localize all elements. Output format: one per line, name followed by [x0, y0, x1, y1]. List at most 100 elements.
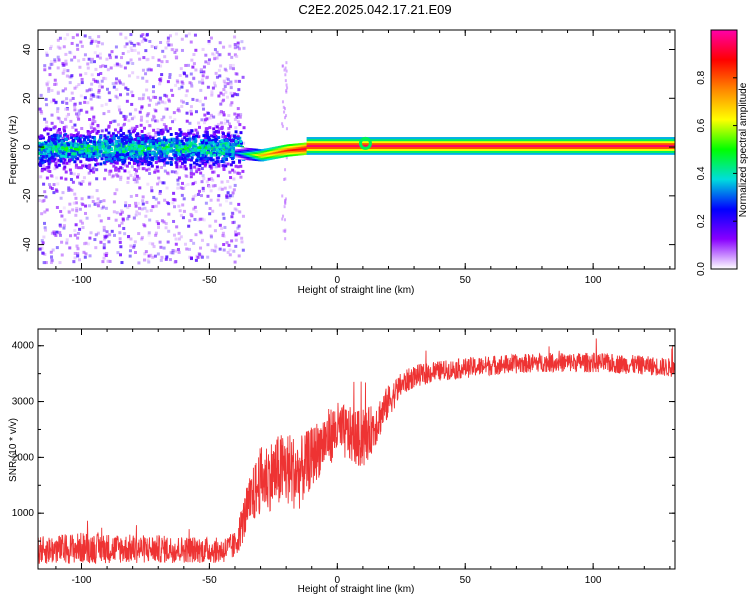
- spectrogram-cell: [151, 136, 155, 140]
- spectrogram-cell: [160, 150, 164, 154]
- spectrogram-cell: [100, 157, 104, 161]
- spectrogram-cell: [96, 95, 100, 99]
- spectrogram-cell: [117, 136, 121, 140]
- spectrogram-cell: [170, 147, 174, 151]
- spectrogram-cell: [125, 140, 129, 144]
- spectrogram-cell: [42, 164, 46, 168]
- spectrogram-cell: [239, 131, 243, 135]
- y-tick-label: 3000: [12, 397, 35, 408]
- spectrogram-cell: [115, 173, 119, 177]
- spectrogram-cell: [105, 251, 109, 255]
- spectrogram-cell: [302, 142, 306, 145]
- spectrogram-cell: [225, 157, 229, 161]
- spectrogram-cell: [40, 148, 44, 152]
- spectrogram-cell: [108, 140, 112, 144]
- spectrogram-cell: [50, 156, 54, 160]
- spectrogram-cell: [175, 141, 179, 145]
- spectrogram-cell: [162, 246, 166, 250]
- spectrogram-cell: [302, 146, 306, 149]
- spectrogram-cell: [197, 151, 201, 155]
- spectrogram-cell: [45, 125, 49, 129]
- spectrogram-cell: [279, 150, 283, 153]
- spectrogram-x-ticks: -100 -50 0 50 100: [55, 30, 671, 286]
- spectrogram-cell: [288, 147, 292, 150]
- spectrogram-cell: [75, 137, 79, 141]
- spectrogram-cell: [43, 210, 47, 214]
- spectrogram-cell: [208, 116, 212, 120]
- spectrogram-cell: [288, 149, 292, 152]
- spectrogram-cell: [239, 154, 243, 157]
- spectrogram-cell: [242, 126, 246, 130]
- spectrogram-cell: [288, 154, 292, 157]
- spectrogram-cell: [247, 149, 251, 152]
- spectrogram-cell: [230, 211, 234, 215]
- spectrogram-cell: [136, 75, 140, 79]
- spectrogram-cell: [76, 254, 80, 258]
- spectrogram-cell: [262, 153, 266, 156]
- spectrogram-cell: [288, 145, 292, 148]
- spectrogram-cell: [222, 141, 226, 145]
- spectrogram-cell: [50, 100, 54, 104]
- spectrogram-cell: [251, 158, 255, 161]
- spectrogram-cell: [195, 130, 199, 134]
- spectrogram-cell: [205, 117, 209, 121]
- spectrogram-cell: [144, 139, 148, 143]
- spectrogram-cell: [137, 261, 141, 265]
- spectrogram-cell: [97, 40, 101, 44]
- spectrogram-cell: [122, 226, 126, 230]
- spectrogram-cell: [64, 125, 68, 129]
- spectrogram-cell: [237, 202, 241, 206]
- spectrogram-cell: [276, 153, 280, 156]
- spectrogram-cell: [59, 120, 63, 124]
- spectrogram-cell: [62, 156, 66, 160]
- spectrogram-cell: [139, 123, 143, 127]
- spectrogram-cell: [63, 218, 67, 222]
- spectrogram-cell: [38, 135, 42, 139]
- spectrogram-cell: [147, 260, 151, 264]
- spectrogram-cell: [268, 147, 272, 150]
- spectrogram-cell: [227, 196, 231, 200]
- spectrogram-cell: [188, 137, 192, 141]
- spectrogram-cell: [92, 153, 96, 157]
- spectrogram-cell: [201, 103, 205, 107]
- spectrogram-cell: [73, 86, 77, 90]
- spectrogram-cell: [89, 169, 93, 173]
- spectrogram-cell: [87, 195, 91, 199]
- spectrogram-cell: [200, 118, 204, 122]
- spectrogram-cell: [157, 201, 161, 205]
- spectrogram-cell: [205, 134, 209, 138]
- spectrogram-cell: [129, 244, 133, 248]
- spectrogram-cell: [160, 118, 164, 122]
- spectrogram-cell: [239, 141, 243, 145]
- spectrogram-cell: [91, 122, 95, 126]
- spectrogram-cell: [67, 149, 71, 153]
- spectrogram-cell: [285, 149, 289, 152]
- spectrogram-cell: [224, 142, 228, 146]
- spectrogram-cell: [204, 156, 208, 160]
- spectrogram-cell: [98, 52, 102, 56]
- spectrogram-cell: [132, 45, 136, 49]
- spectrogram-cell: [102, 199, 106, 203]
- spectrogram-cell: [121, 147, 125, 151]
- spectrogram-cell: [147, 103, 151, 107]
- spectrogram-cell: [104, 168, 108, 172]
- spectrogram-cell: [119, 142, 123, 146]
- spectrogram-cell: [48, 169, 52, 173]
- spectrogram-cell: [185, 119, 189, 123]
- spectrogram-cell: [142, 126, 146, 130]
- spectrogram-cell: [41, 241, 45, 245]
- spectrogram-cell: [181, 216, 185, 220]
- spectrogram-cell: [171, 248, 175, 252]
- spectrogram-cell: [39, 93, 43, 97]
- spectrogram-cell: [170, 141, 174, 145]
- spectrogram-cell: [177, 231, 181, 235]
- spectrogram-cell: [254, 148, 258, 151]
- spectrogram-cell: [83, 144, 87, 148]
- spectrogram-cell: [55, 176, 59, 180]
- spectrogram-cell: [241, 152, 245, 155]
- spectrogram-cell: [102, 225, 106, 229]
- spectrogram-cell: [50, 257, 54, 261]
- spectrogram-cell: [279, 149, 283, 152]
- spectrogram-cell: [236, 165, 240, 169]
